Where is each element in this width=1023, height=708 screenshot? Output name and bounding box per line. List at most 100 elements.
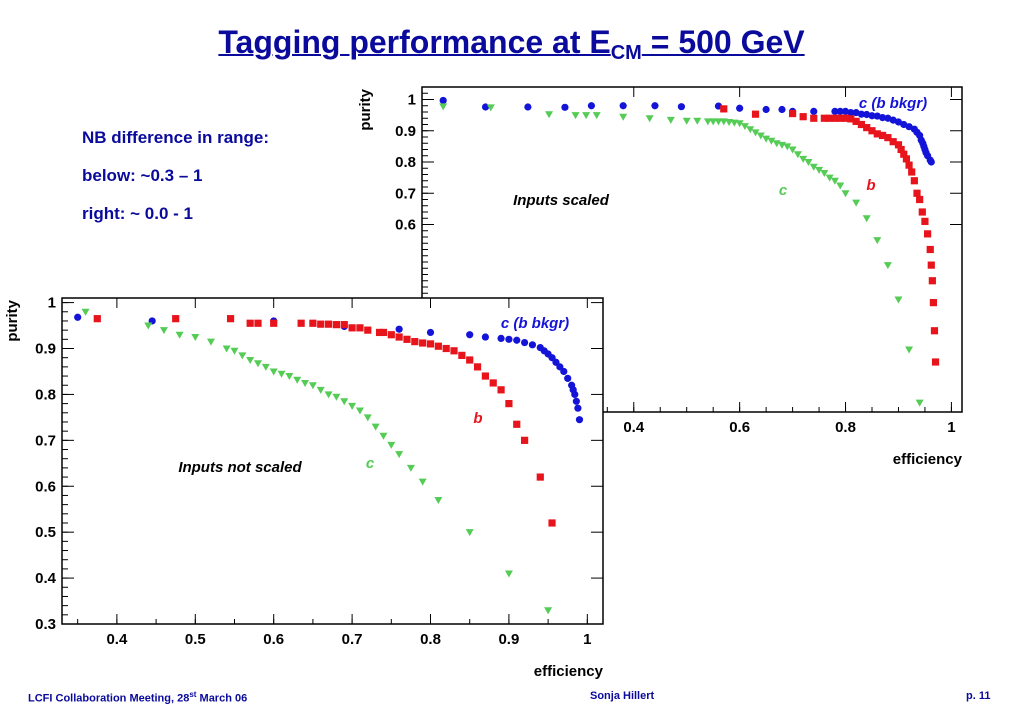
data-point — [927, 158, 935, 166]
data-point — [804, 159, 813, 166]
data-point — [524, 103, 532, 111]
data-point — [293, 376, 302, 384]
y-tick-label: 0.4 — [35, 570, 57, 587]
data-point — [884, 134, 892, 142]
plot-frame — [61, 297, 604, 625]
data-point — [571, 112, 580, 120]
series-b — [93, 315, 556, 527]
data-point — [836, 114, 844, 122]
series-label: b — [473, 410, 482, 427]
data-point — [575, 416, 584, 424]
data-point — [645, 115, 654, 123]
data-point — [419, 339, 427, 347]
data-point — [481, 372, 489, 380]
data-point — [900, 150, 908, 158]
data-point — [355, 407, 364, 415]
data-point — [830, 177, 839, 185]
footer-meeting: LCFI Collaboration Meeting, 28st March 0… — [28, 690, 248, 705]
data-point — [831, 114, 839, 122]
data-point — [825, 174, 834, 182]
data-point — [878, 131, 887, 140]
data-point — [682, 117, 691, 125]
data-point — [709, 118, 718, 126]
data-point — [928, 277, 936, 285]
data-point — [159, 327, 168, 335]
series-c — [439, 103, 924, 407]
data-point — [434, 342, 442, 350]
data-point — [868, 127, 876, 135]
data-point — [810, 114, 818, 122]
series-b — [720, 105, 940, 366]
chart-annotation: Inputs scaled — [513, 192, 610, 209]
data-point — [81, 308, 90, 316]
data-point — [505, 400, 513, 408]
data-point — [442, 344, 450, 353]
y-tick-label: 0.7 — [35, 432, 56, 449]
page-title: Tagging performance at ECM = 500 GeV — [218, 24, 805, 64]
y-tick-label: 0.6 — [395, 217, 416, 234]
data-point — [513, 336, 521, 344]
data-point — [172, 315, 180, 323]
data-point — [226, 315, 235, 323]
data-point — [332, 321, 341, 329]
data-point — [403, 335, 411, 343]
data-point — [387, 441, 396, 449]
data-point — [736, 104, 744, 112]
data-point — [693, 117, 702, 125]
data-point — [910, 177, 918, 185]
data-point — [175, 331, 184, 339]
data-point — [868, 112, 876, 120]
data-point — [439, 103, 448, 111]
data-point — [497, 334, 505, 343]
data-point — [793, 151, 802, 159]
series-label: b — [866, 177, 875, 194]
data-point — [836, 182, 845, 190]
data-point — [778, 105, 786, 114]
data-point — [847, 115, 855, 123]
data-point — [815, 166, 824, 174]
data-point — [395, 325, 403, 333]
data-point — [560, 367, 568, 376]
data-point — [820, 169, 829, 177]
data-point — [528, 341, 537, 349]
data-point — [395, 451, 404, 459]
y-tick-label: 0.8 — [35, 386, 56, 403]
y-tick-label: 0.6 — [35, 478, 56, 495]
data-point — [261, 363, 270, 371]
data-point — [481, 103, 490, 111]
data-point — [930, 327, 939, 335]
data-point — [921, 217, 929, 225]
data-point — [439, 96, 447, 105]
data-point — [735, 120, 744, 128]
data-point — [364, 326, 372, 334]
data-point — [923, 230, 932, 238]
data-point — [847, 109, 855, 117]
data-point — [465, 529, 474, 537]
data-point — [505, 335, 513, 343]
data-point — [426, 340, 435, 348]
data-point — [324, 320, 333, 328]
chart-annotation: Inputs not scaled — [178, 459, 302, 476]
data-point — [285, 373, 294, 381]
data-point — [548, 519, 556, 527]
data-point — [191, 334, 200, 342]
x-tick-label: 1 — [583, 631, 591, 648]
data-point — [756, 132, 765, 140]
data-point — [863, 124, 871, 132]
data-point — [238, 352, 247, 360]
data-point — [905, 161, 913, 169]
data-point — [826, 114, 834, 122]
x-tick-label: 0.4 — [623, 419, 645, 436]
y-axis-label: purity — [357, 88, 374, 130]
data-point — [434, 497, 443, 505]
data-point — [666, 116, 675, 124]
data-point — [703, 118, 712, 126]
data-point — [841, 190, 850, 198]
x-tick-label: 0.5 — [185, 631, 206, 648]
series-label: c — [366, 455, 375, 472]
data-point — [254, 319, 262, 327]
data-point — [873, 237, 882, 245]
data-point — [246, 319, 254, 327]
y-tick-label: 0.3 — [35, 616, 56, 633]
data-point — [873, 130, 881, 138]
